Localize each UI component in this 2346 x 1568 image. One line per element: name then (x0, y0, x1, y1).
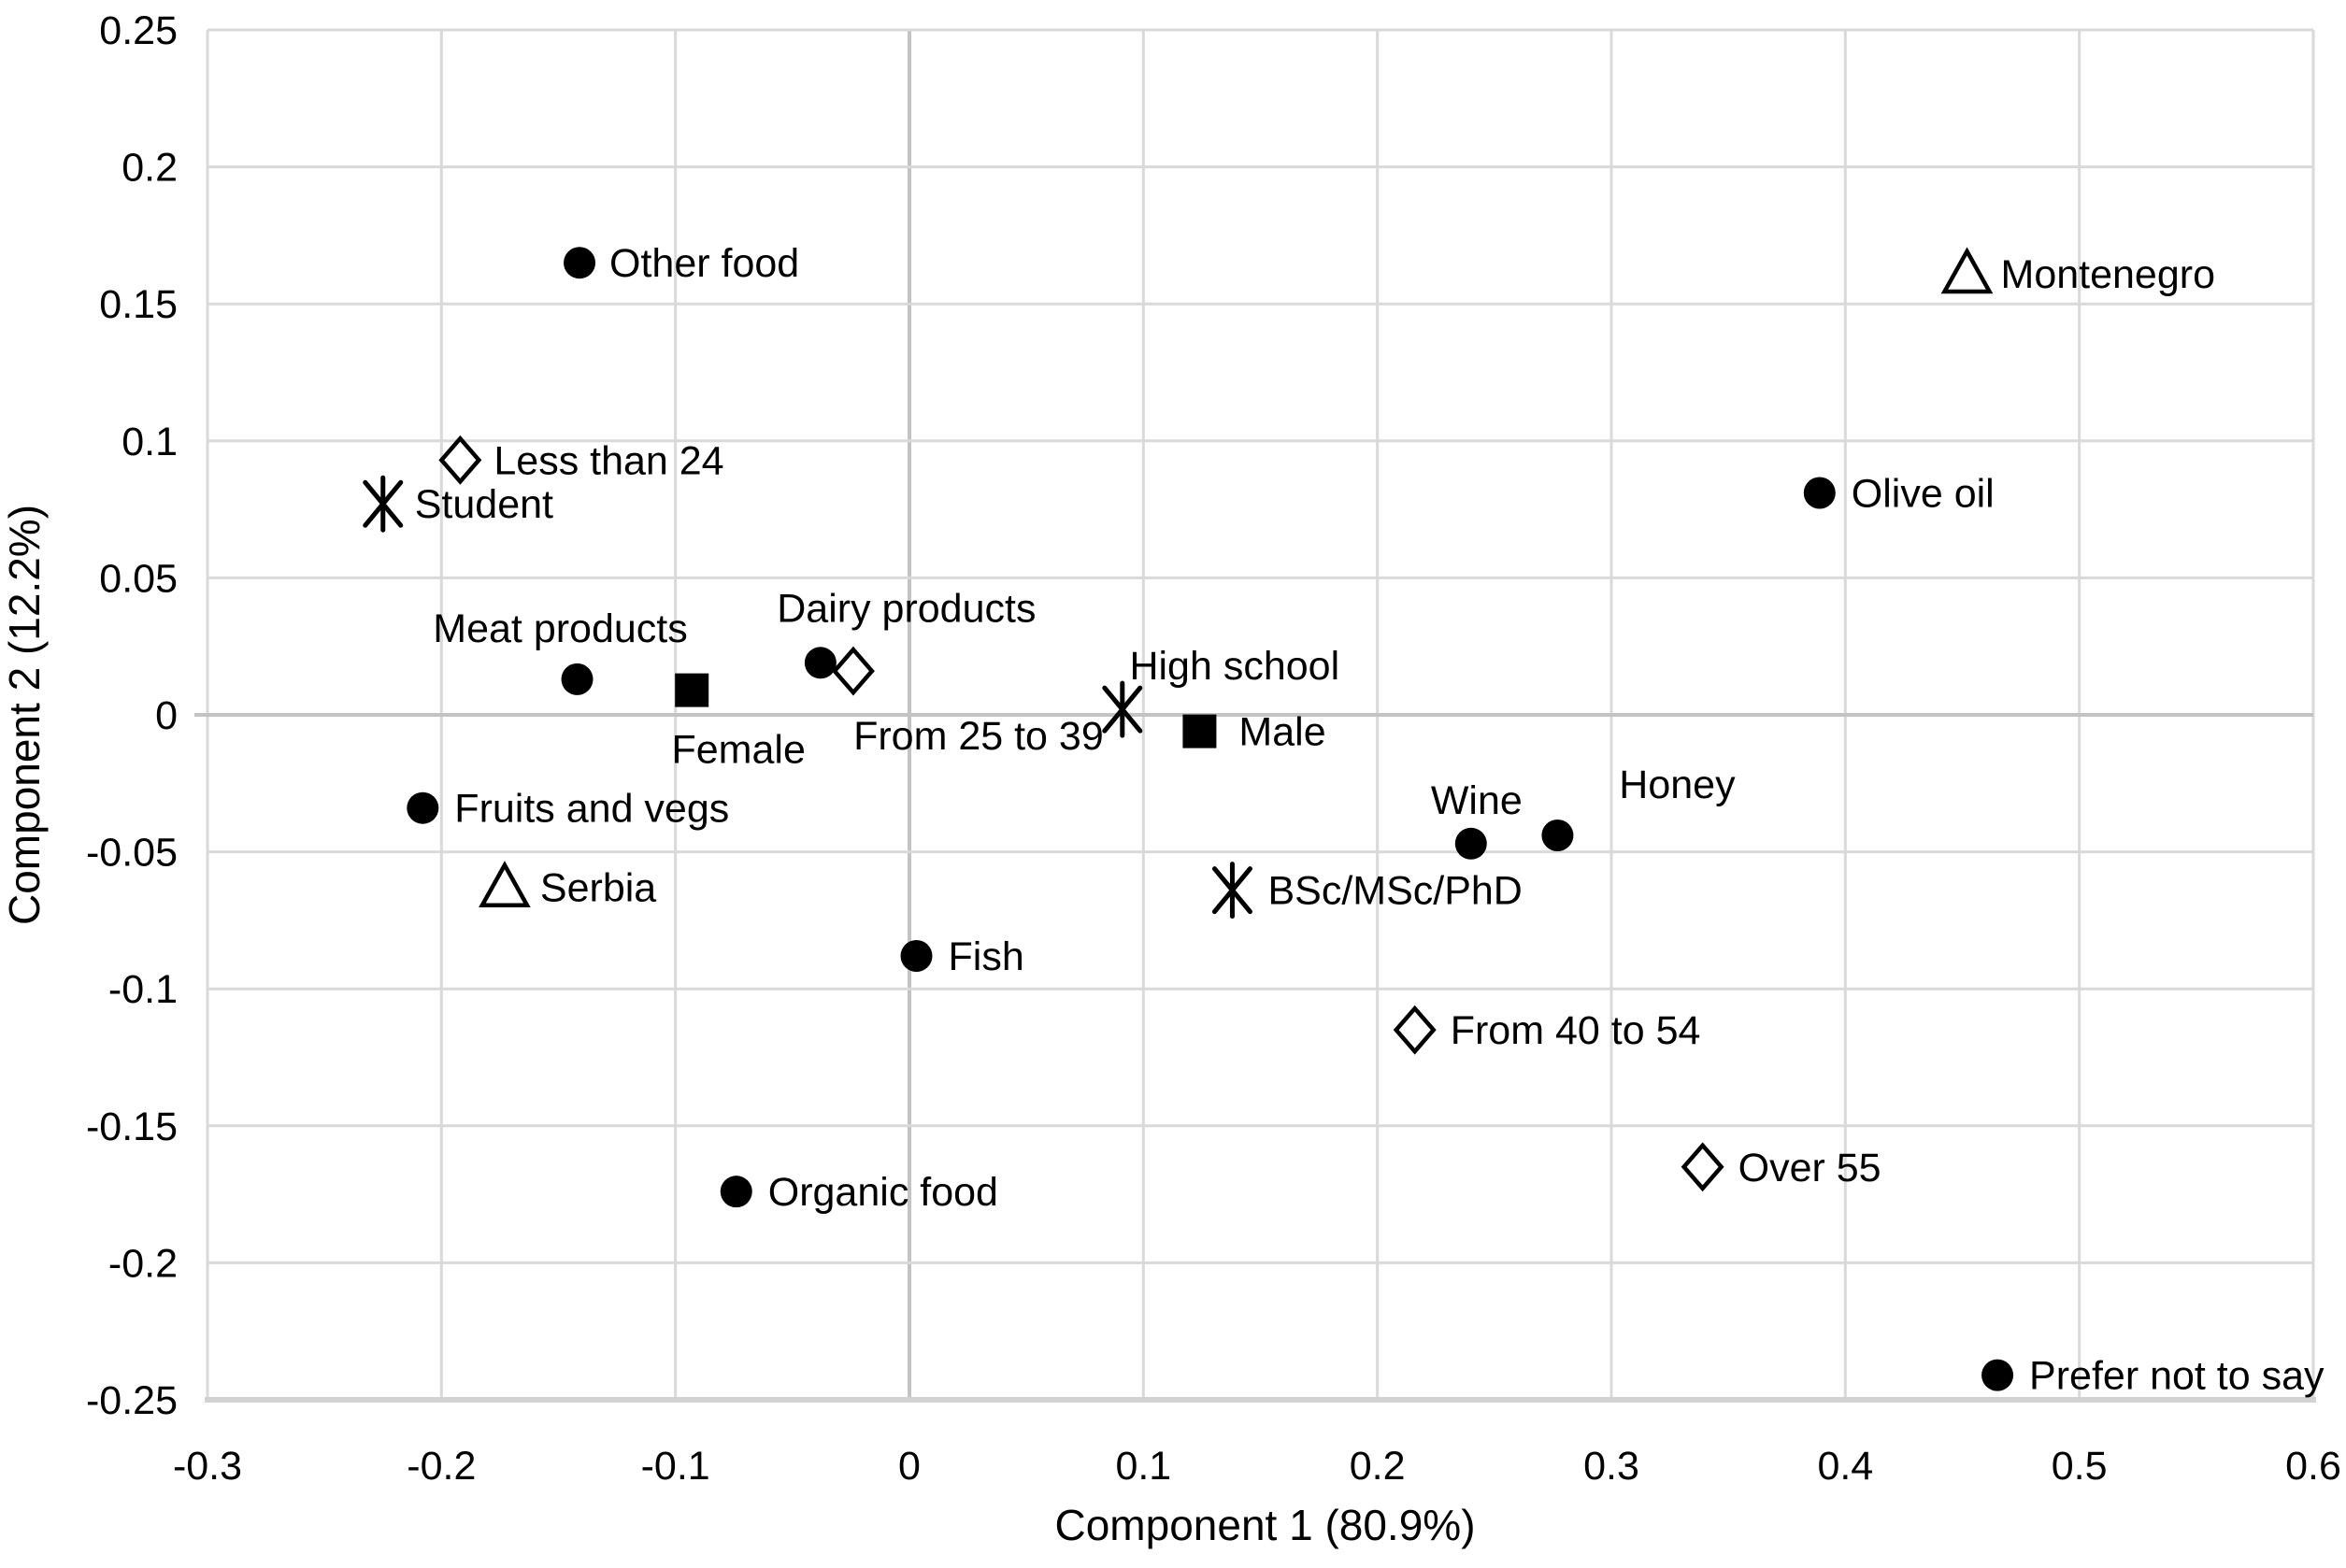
star-marker-icon (1211, 862, 1252, 919)
x-axis-tick-label: 0.3 (1583, 1444, 1639, 1489)
data-point-fish: Fish (900, 934, 1024, 979)
triangle-marker-icon (479, 861, 531, 907)
data-point-label: Less than 24 (494, 438, 723, 483)
y-axis-tick-label: -0.15 (86, 1105, 178, 1149)
data-point-label: Wine (1431, 778, 1523, 823)
diamond-marker-icon (1393, 1005, 1437, 1055)
data-point-label: Montenegro (2001, 252, 2216, 297)
data-point-bsc-msc-phd: BSc/MSc/PhD (1211, 862, 1523, 919)
x-axis-tick-label: 0.5 (2052, 1444, 2108, 1489)
data-point-from-25-to-39: From 25 to 39 (831, 646, 1104, 759)
data-point-label: Meat products (433, 606, 687, 651)
data-point-label: Honey (1619, 763, 1736, 807)
data-point-label: From 25 to 39 (853, 714, 1104, 759)
data-point-montenegro: Montenegro (1940, 247, 2216, 297)
square-marker-icon (1182, 714, 1217, 748)
star-marker-icon (363, 475, 404, 533)
data-point-wine: Wine (1431, 778, 1523, 860)
data-point-label: Dairy products (777, 586, 1036, 631)
data-point-label: Organic food (768, 1170, 998, 1215)
circle-marker-icon (1981, 1359, 2014, 1391)
data-point-label: Serbia (540, 866, 656, 911)
y-axis-tick-label: 0 (155, 693, 178, 738)
x-axis-tick-label: -0.3 (173, 1444, 242, 1489)
y-axis-tick-label: 0.2 (122, 146, 178, 191)
data-point-label: Prefer not to say (2029, 1354, 2325, 1399)
x-axis-title: Component 1 (80.9%) (1054, 1501, 1475, 1549)
x-axis-tick-label: 0.6 (2285, 1444, 2341, 1489)
data-point-label: High school (1129, 644, 1339, 689)
square-marker-icon (675, 673, 709, 707)
circle-marker-icon (804, 647, 837, 679)
x-axis-tick-label: -0.2 (407, 1444, 476, 1489)
gridlines-group (194, 28, 2315, 1400)
x-axis-tick-label: 0.2 (1350, 1444, 1406, 1489)
y-axis-tick-label: -0.2 (108, 1241, 178, 1286)
circle-marker-icon (1803, 477, 1836, 509)
data-point-label: Fruits and vegs (454, 787, 729, 832)
diamond-marker-icon (438, 435, 482, 485)
circle-marker-icon (561, 663, 594, 695)
y-axis-tick-label: 0.15 (99, 282, 178, 327)
x-axis-tick-label: 0.1 (1115, 1444, 1171, 1489)
data-point-label: Student (415, 482, 553, 527)
circle-marker-icon (1454, 827, 1487, 860)
y-axis-title: Component 2 (12.2%) (0, 505, 49, 925)
data-point-female: Female (671, 673, 806, 773)
data-point-prefer-not-to-say: Prefer not to say (1981, 1354, 2325, 1399)
circle-marker-icon (564, 247, 596, 279)
triangle-marker-icon (1940, 247, 1994, 294)
y-axis-tick-label: 0.25 (99, 8, 178, 53)
x-axis-tick-label: -0.1 (641, 1444, 710, 1489)
circle-marker-icon (1541, 820, 1574, 852)
data-point-dairy-products: Dairy products (777, 586, 1036, 679)
y-axis-tick-label: 0.05 (99, 556, 178, 601)
data-point-label: From 40 to 54 (1451, 1008, 1701, 1053)
x-axis-tick-label: 0 (898, 1444, 921, 1489)
data-point-label: BSc/MSc/PhD (1267, 869, 1522, 914)
data-point-other-food: Other food (564, 241, 799, 286)
data-point-serbia: Serbia (479, 861, 656, 911)
data-point-student: Student (363, 475, 553, 533)
data-point-male: Male (1182, 710, 1326, 755)
x-axis-tick-label: 0.4 (1817, 1444, 1873, 1489)
data-point-label: Fish (949, 934, 1024, 979)
data-point-olive-oil: Olive oil (1803, 472, 1995, 517)
y-axis-tick-label: -0.1 (108, 967, 178, 1012)
data-point-honey: Honey (1541, 763, 1736, 852)
data-point-label: Male (1238, 710, 1325, 755)
diamond-marker-icon (831, 646, 875, 696)
data-point-meat-products: Meat products (433, 606, 688, 695)
circle-marker-icon (900, 940, 933, 973)
data-point-high-school: High school (1102, 644, 1339, 738)
y-axis-tick-label: -0.25 (86, 1378, 178, 1423)
data-point-over-55: Over 55 (1681, 1142, 1881, 1192)
y-axis-tick-label: 0.1 (122, 420, 178, 464)
data-point-label: Female (671, 728, 805, 773)
y-axis-tick-label: -0.05 (86, 831, 178, 876)
data-point-from-40-to-54: From 40 to 54 (1393, 1005, 1701, 1055)
star-marker-icon (1102, 680, 1143, 738)
tick-labels-group: -0.3 -0.2 -0.1 0 0.1 0.2 0.3 0.4 0.5 0.6 0.25 0.2 0.… (86, 8, 2341, 1489)
data-point-label: Olive oil (1852, 472, 1995, 517)
data-point-fruits-and-vegs: Fruits and vegs (407, 787, 729, 832)
axis-titles-group: Component 1 (80.9%) Component 2 (12.2%) (0, 505, 1476, 1549)
data-point-organic-food: Organic food (720, 1170, 998, 1215)
data-point-label: Over 55 (1738, 1146, 1881, 1190)
circle-marker-icon (720, 1176, 752, 1208)
diamond-marker-icon (1681, 1142, 1724, 1192)
data-point-less-than-24: Less than 24 (438, 435, 724, 485)
data-point-label: Other food (609, 241, 799, 286)
circle-marker-icon (407, 791, 439, 824)
